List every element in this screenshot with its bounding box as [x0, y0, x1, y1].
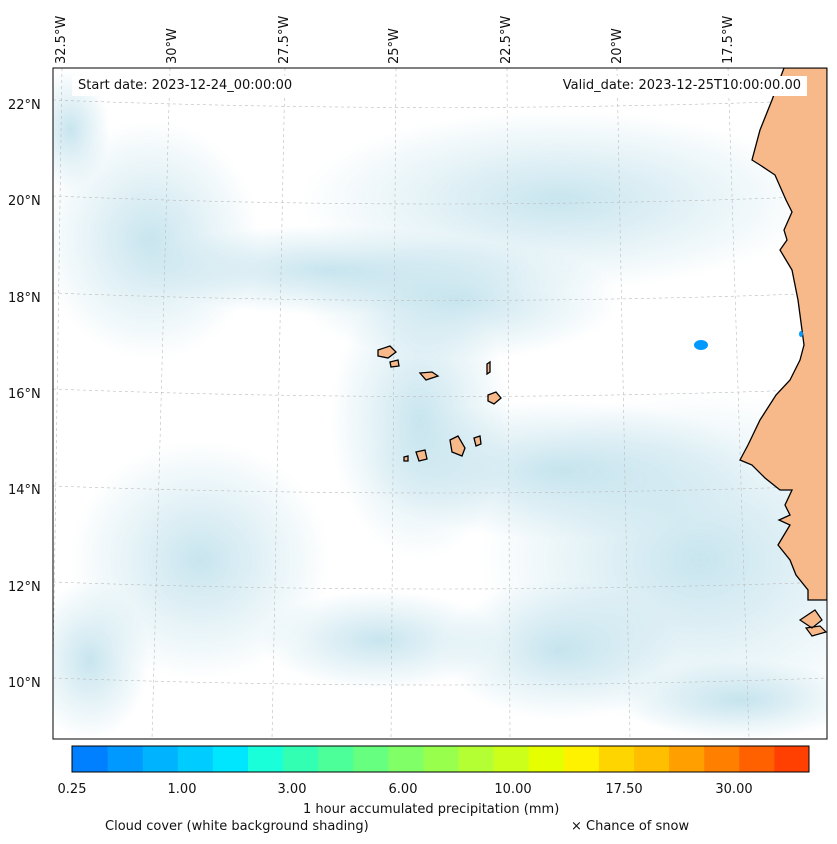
map-frame: [52, 67, 828, 740]
cape-verde-islands: [377, 345, 502, 462]
colorbar-swatch: [107, 746, 143, 772]
colorbar-swatch: [212, 746, 248, 772]
colorbar-tick-label: 0.25: [57, 782, 87, 797]
africa-coast-islands: [798, 609, 827, 637]
colorbar-swatch: [703, 746, 740, 772]
colorbar-swatch: [387, 746, 424, 772]
colorbar-swatch: [282, 746, 319, 772]
lon-label: 30°W: [165, 28, 180, 64]
lat-label: 12°N: [8, 580, 41, 595]
colorbar-swatch: [352, 746, 389, 772]
lon-label: 27.5°W: [277, 15, 292, 64]
colorbar-label: 1 hour accumulated precipitation (mm): [303, 802, 560, 817]
colorbar-swatch: [598, 746, 635, 772]
colorbar-swatch: [247, 746, 284, 772]
colorbar-swatch: [528, 746, 564, 772]
colorbar-swatch: [668, 746, 705, 772]
lon-label: 32.5°W: [54, 15, 69, 64]
colorbar-swatch: [738, 746, 775, 772]
cloud-cover-shading: [53, 70, 827, 739]
start-date-label: Start date: 2023-12-24_00:00:00: [72, 76, 299, 96]
lat-label: 14°N: [8, 483, 41, 498]
precipitation-cell: [694, 340, 708, 350]
lat-label: 10°N: [8, 676, 41, 691]
colorbar-swatch: [773, 746, 810, 772]
colorbar-swatch: [317, 746, 354, 772]
colorbar-tick-label: 6.00: [388, 782, 418, 797]
colorbar-swatch: [422, 746, 459, 772]
valid-date-label: Valid_date: 2023-12-25T10:00:00.00: [556, 76, 807, 96]
colorbar-swatch: [458, 746, 494, 772]
colorbar-tick-label: 3.00: [277, 782, 307, 797]
colorbar-swatch: [633, 746, 670, 772]
lat-label: 16°N: [8, 387, 41, 402]
lon-label: 20°W: [610, 28, 625, 64]
graticule: [53, 68, 827, 739]
colorbar-tick-label: 10.00: [494, 782, 532, 797]
colorbar-swatch: [142, 746, 178, 772]
colorbar-swatch: [563, 746, 599, 772]
colorbar-swatch: [177, 746, 213, 772]
colorbar-frame: [71, 745, 810, 773]
colorbar-tick-label: 30.00: [715, 782, 753, 797]
lon-label: 17.5°W: [721, 15, 736, 64]
map-area: [53, 68, 827, 739]
colorbar-tick-label: 1.00: [167, 782, 197, 797]
snow-legend: × Chance of snow: [571, 819, 690, 834]
precipitation-cell: [799, 331, 803, 337]
precipitation-colorbar: [71, 745, 810, 773]
colorbar-swatch: [493, 746, 529, 772]
africa-landmass: [739, 68, 827, 601]
cloud-cover-legend: Cloud cover (white background shading): [105, 819, 369, 834]
colorbar-swatch: [72, 746, 108, 772]
lat-label: 18°N: [8, 291, 41, 306]
lat-label: 22°N: [8, 98, 41, 113]
lat-label: 20°N: [8, 194, 41, 209]
colorbar-tick-label: 17.50: [605, 782, 643, 797]
lon-label: 22.5°W: [499, 15, 514, 64]
lon-label: 25°W: [387, 28, 402, 64]
